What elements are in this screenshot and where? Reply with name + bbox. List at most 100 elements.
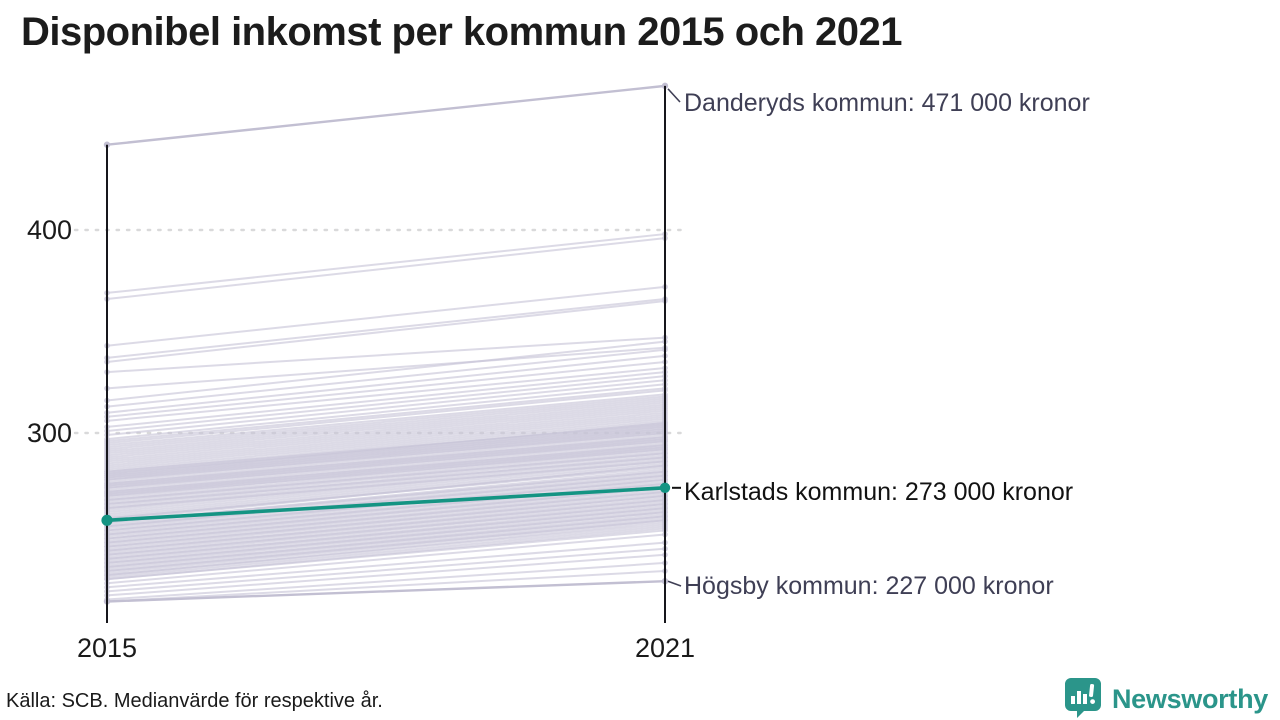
slope-line (106, 570, 666, 603)
point (101, 514, 113, 526)
slope-line (106, 432, 666, 481)
slope-line (106, 423, 666, 473)
brand-logo: Newsworthy (1062, 676, 1268, 720)
slope-line (106, 448, 666, 504)
slope-line (106, 415, 666, 469)
slope-line (106, 494, 666, 550)
x-axis-tick-2021: 2021 (634, 633, 696, 663)
slope-line (106, 429, 666, 485)
slope-line (106, 432, 666, 487)
slope-line (106, 456, 666, 512)
slope-line (106, 486, 666, 542)
slope-line (106, 434, 666, 489)
slope-line (106, 444, 666, 499)
slope-line (106, 438, 666, 487)
slope-line (106, 411, 666, 465)
connector-hogsby (667, 580, 682, 587)
slope-line (106, 553, 666, 597)
point (659, 482, 671, 494)
slope-line (106, 515, 666, 571)
slope-line (106, 474, 666, 530)
slope-line (106, 399, 666, 453)
annotation-danderyd: Danderyds kommun: 471 000 kronor (684, 89, 1090, 117)
annotation-hogsby: Högsby kommun: 227 000 kronor (684, 572, 1054, 600)
slope-line (106, 429, 666, 479)
slope-line (106, 458, 666, 514)
y-axis-tick-400: 400 (26, 215, 72, 245)
slope-line (106, 397, 666, 451)
slope-line (106, 367, 666, 422)
slope-line-Karlstads kommun (106, 486, 666, 523)
slope-line (106, 511, 666, 566)
slope-line (106, 519, 666, 575)
slope-line (106, 436, 666, 485)
slope-line (106, 393, 666, 447)
slope-line (106, 405, 666, 459)
y-axis-tick-300: 300 (26, 418, 72, 448)
slope-line (106, 452, 666, 508)
slope-line (106, 529, 666, 581)
slope-line (106, 285, 666, 347)
slope-line (106, 389, 666, 445)
slope-line (106, 464, 666, 522)
slope-line (106, 442, 666, 497)
slope-line (106, 298, 666, 359)
slope-line (106, 401, 666, 455)
slope-line (106, 387, 666, 443)
slope-line (106, 417, 666, 471)
slope-line-Högsby kommun (106, 579, 666, 603)
slope-line (106, 440, 666, 495)
connector-danderyd (667, 88, 681, 103)
slope-line (106, 547, 666, 593)
slope-line (106, 427, 666, 477)
slope-line (106, 425, 666, 481)
slope-line (106, 346, 666, 390)
slope-line (106, 237, 666, 301)
slope-line (106, 421, 666, 477)
slope-line (106, 438, 666, 493)
slope-line (106, 450, 666, 506)
brand-name: Newsworthy (1111, 684, 1268, 714)
source-note: Källa: SCB. Medianvärde för respektive å… (6, 690, 383, 712)
slope-line (106, 503, 666, 558)
slope-line (106, 446, 666, 501)
slope-line (106, 460, 666, 510)
slope-line (106, 395, 666, 449)
slope-line (106, 498, 666, 554)
slope-line (106, 541, 666, 589)
slope-line (106, 425, 666, 475)
x-axis-tick-2015: 2015 (76, 633, 138, 663)
slope-line (106, 523, 666, 577)
slope-line (106, 478, 666, 534)
slope-line (106, 423, 666, 479)
slope-line (106, 300, 666, 363)
slope-line (106, 507, 666, 562)
slope-line (106, 454, 666, 510)
slope-line (106, 360, 666, 418)
slope-line (106, 379, 666, 437)
slope-line (106, 490, 666, 546)
slope-line (106, 409, 666, 463)
slope-line (106, 460, 666, 516)
slope-line (106, 440, 666, 489)
slope-line (106, 446, 666, 495)
slope-line (106, 427, 666, 483)
chart-title: Disponibel inkomst per kommun 2015 och 2… (21, 10, 903, 54)
slope-line (106, 336, 666, 374)
slope-line (106, 561, 666, 601)
newsworthy-bar-chart-speech-bubble-icon (1062, 676, 1103, 720)
slope-line (106, 354, 666, 414)
slope-line (106, 462, 666, 518)
slope-line (106, 413, 666, 467)
slope-line (106, 452, 666, 501)
slope-line (106, 448, 666, 497)
slope-line (106, 533, 666, 585)
slope-line (106, 233, 666, 294)
slope-line (106, 403, 666, 457)
slope-line (106, 407, 666, 461)
slope-line (106, 444, 666, 493)
slope-line (106, 375, 666, 432)
slope-line (106, 383, 666, 441)
